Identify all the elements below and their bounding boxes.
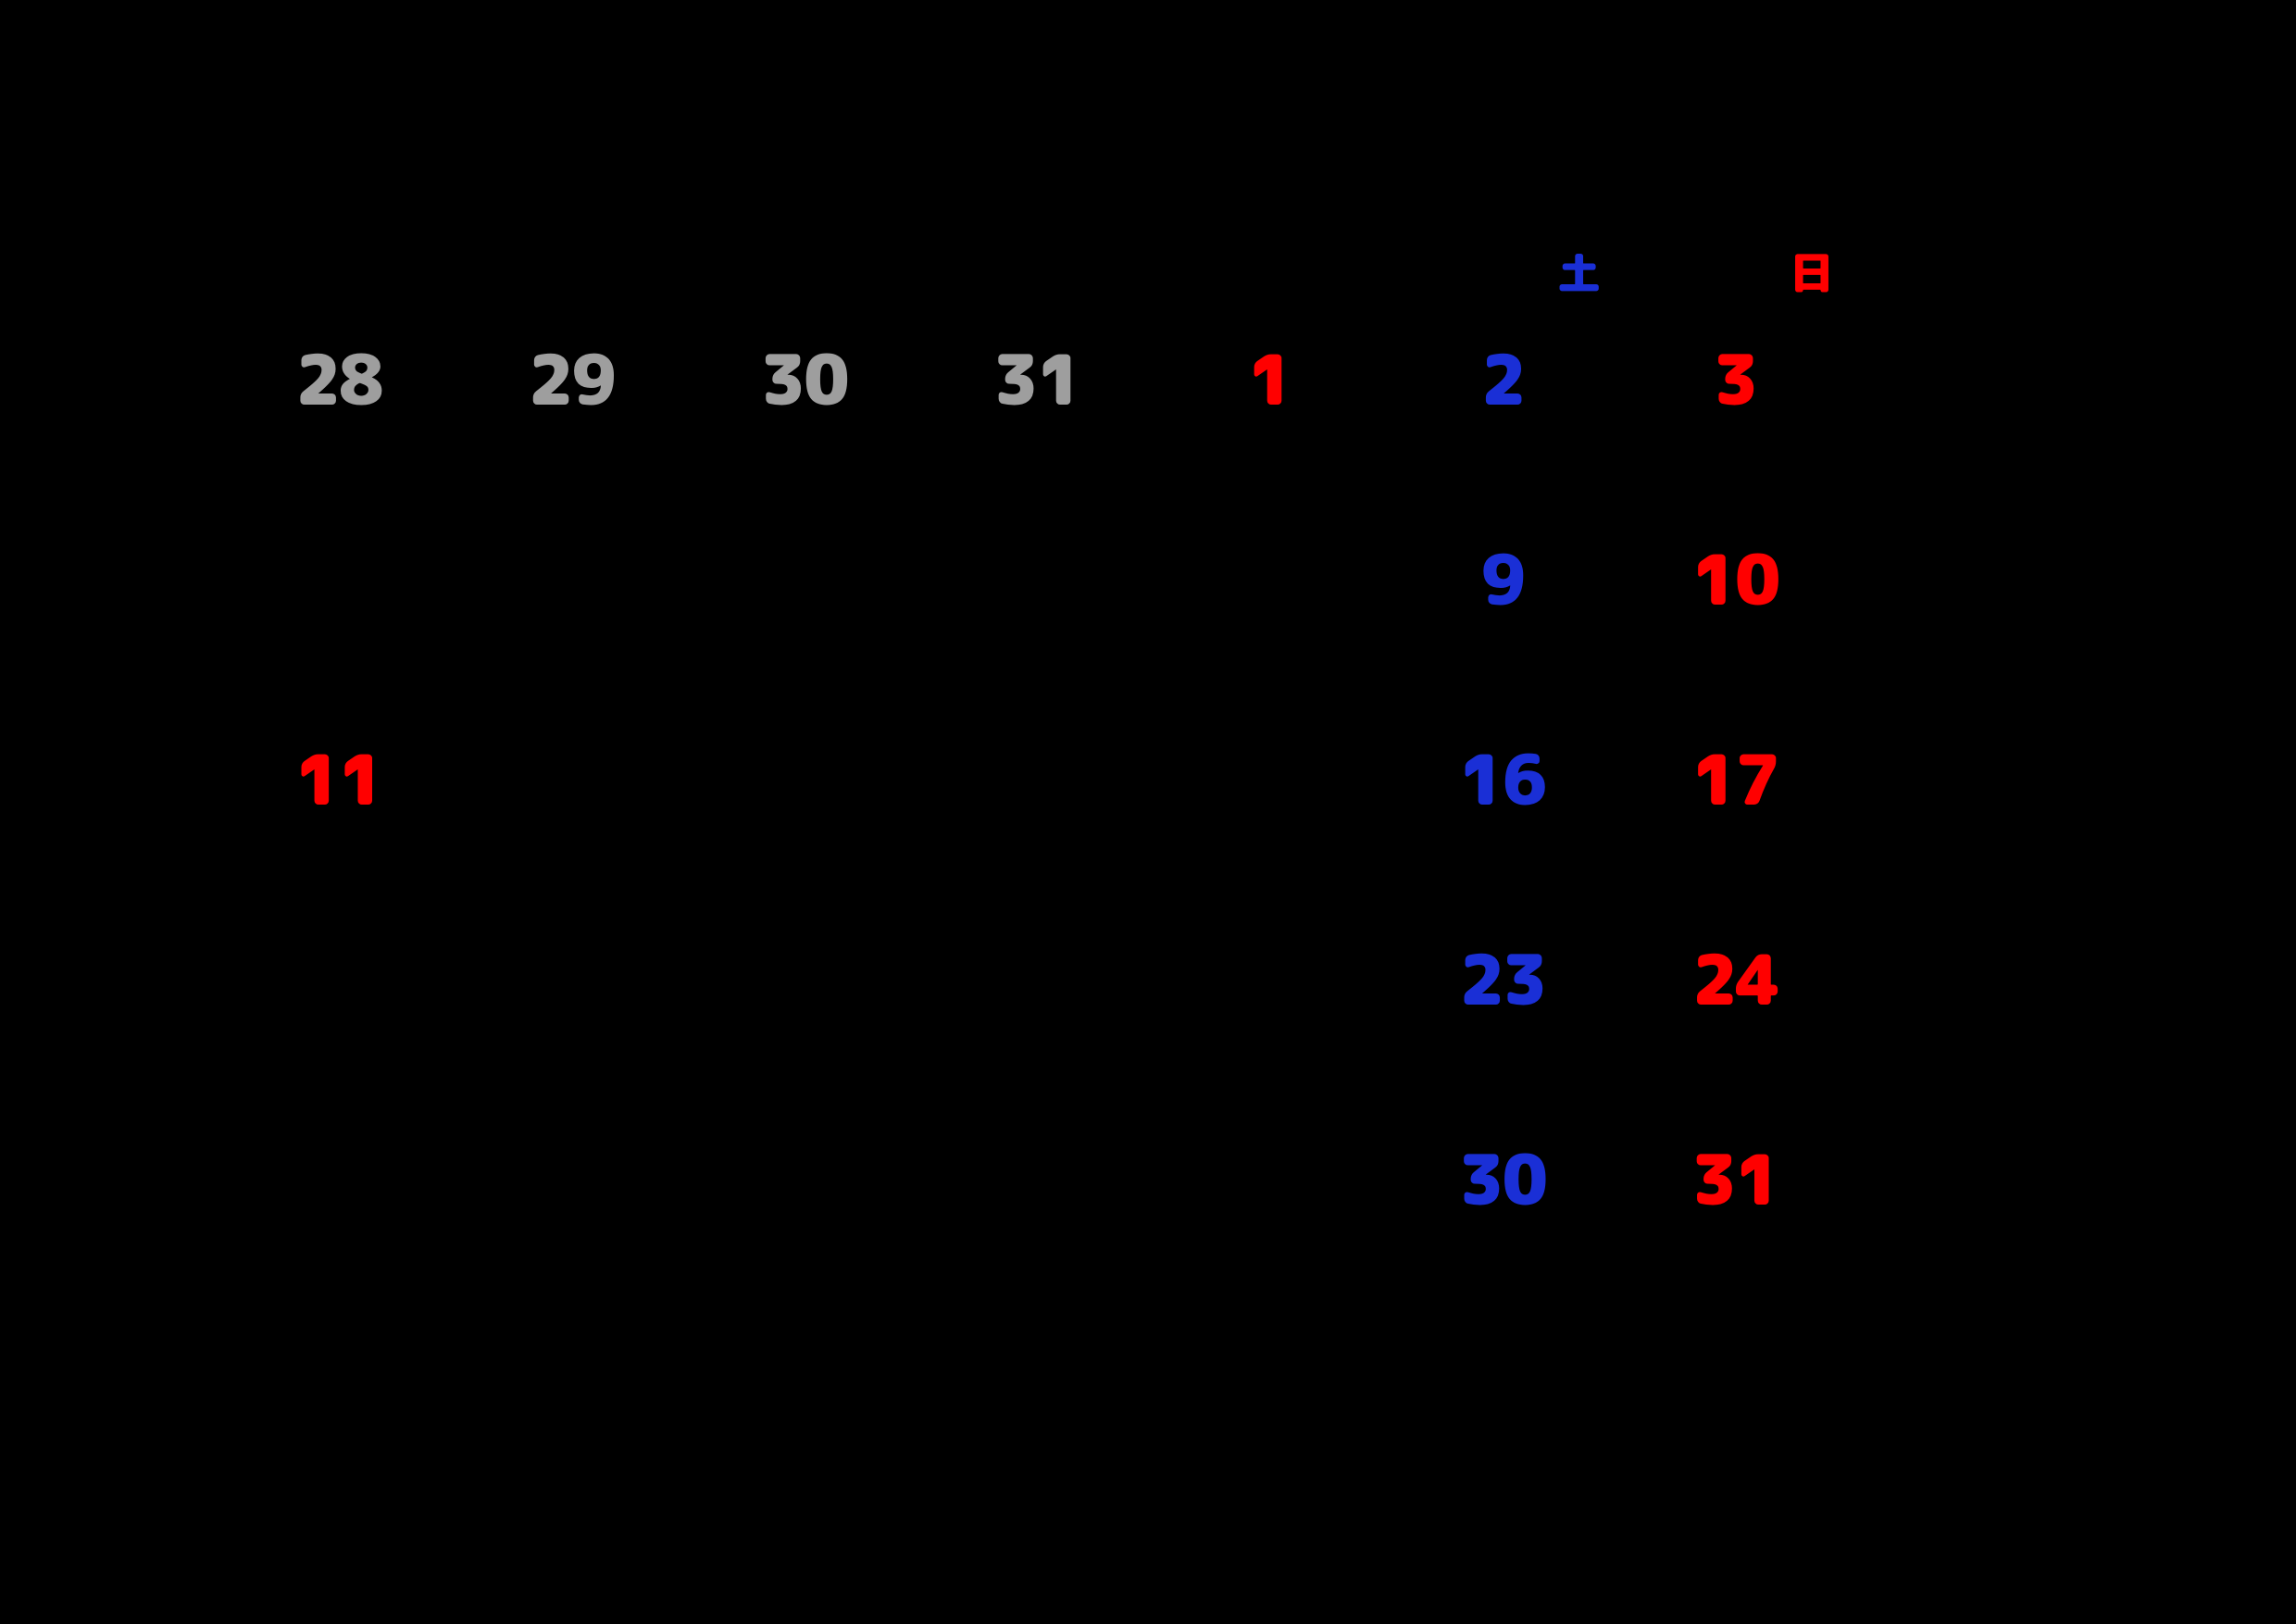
calendar-cell: 29 [455,306,687,506]
day-number: 1 [1248,328,1292,431]
calendar-cell [455,706,687,906]
day-number: 10 [1691,528,1778,631]
calendar-cell [1154,1305,1386,1505]
day-number: 2 [1480,328,1524,431]
calendar-cell: 1 [1154,306,1386,506]
calendar-cell: 10 [1619,506,1852,706]
weekday-header-sun: 日 [1619,241,1852,306]
day-number: 16 [1459,728,1546,831]
calendar-cell [455,906,687,1106]
day-number: 3 [1714,328,1757,431]
calendar-cell [1154,506,1386,706]
day-number: 31 [1691,1128,1778,1230]
calendar-cell [688,1305,920,1505]
calendar-cell [920,506,1153,706]
calendar-cell: 11 [222,706,455,906]
weekday-header-sat: 土 [1386,241,1618,306]
calendar-cell [688,706,920,906]
calendar-cell: 2 [1386,306,1618,506]
calendar-cell: 16 [1386,706,1618,906]
day-number: 9 [1480,528,1524,631]
calendar-cell [920,706,1153,906]
calendar-cell [1154,1106,1386,1305]
weekday-header-tue [455,241,687,306]
day-number: 30 [1459,1128,1546,1230]
calendar-cell [455,1106,687,1305]
calendar-cell: 28 [222,306,455,506]
calendar-cell: 30 [688,306,920,506]
calendar-cell [1154,706,1386,906]
calendar-cell: 24 [1619,906,1852,1106]
calendar-cell [455,1305,687,1505]
weekday-header-fri [1154,241,1386,306]
calendar-cell: 31 [920,306,1153,506]
day-number: 31 [993,328,1080,431]
calendar-cell [1386,1305,1618,1505]
calendar-cell [920,1106,1153,1305]
calendar-cell: 30 [1386,1106,1618,1305]
calendar-cell [1154,906,1386,1106]
weekday-header-row: 土 日 [222,241,1852,306]
calendar-cell: 31 [1619,1106,1852,1305]
day-number: 17 [1691,728,1778,831]
weekday-header-mon [222,241,455,306]
day-number: 23 [1459,928,1546,1031]
day-number: 11 [295,728,382,831]
calendar: 土 日 2829303112391011161723243031 [222,241,1852,1505]
calendar-cell [920,1305,1153,1505]
calendar-cell [222,506,455,706]
calendar-cell: 9 [1386,506,1618,706]
calendar-cell [688,1106,920,1305]
weekday-header-wed [688,241,920,306]
calendar-cell [1619,1305,1852,1505]
calendar-cell [222,906,455,1106]
weekday-header-thu [920,241,1153,306]
calendar-cell [222,1305,455,1505]
calendar-grid: 2829303112391011161723243031 [222,306,1852,1505]
day-number: 30 [761,328,848,431]
calendar-cell: 3 [1619,306,1852,506]
day-number: 24 [1691,928,1778,1031]
day-number: 28 [295,328,382,431]
calendar-cell [920,906,1153,1106]
calendar-cell [455,506,687,706]
calendar-cell [688,506,920,706]
calendar-cell [688,906,920,1106]
calendar-cell: 23 [1386,906,1618,1106]
calendar-cell [222,1106,455,1305]
calendar-cell: 17 [1619,706,1852,906]
day-number: 29 [528,328,615,431]
